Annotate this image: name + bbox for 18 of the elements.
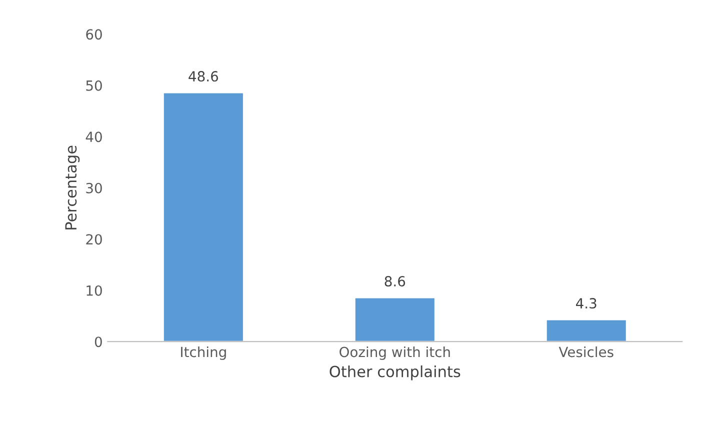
x-tick-label: Itching [181, 346, 226, 360]
y-tick-label: 20 [86, 234, 102, 245]
bar [354, 296, 436, 342]
data-label: 8.6 [384, 276, 406, 287]
y-tick-label: 10 [86, 285, 102, 296]
y-tick-label: 50 [86, 80, 102, 91]
y-tick-label: 60 [86, 29, 102, 40]
y-tick-label: 30 [86, 182, 102, 194]
data-label: 4.3 [576, 298, 596, 309]
x-axis-title: Other complaints [330, 365, 460, 380]
y-axis-title: Percentage [65, 146, 80, 230]
bar [545, 318, 628, 342]
y-tick-label: 40 [86, 132, 102, 142]
bar [162, 92, 244, 342]
x-tick-label: Oozing with itch [340, 346, 450, 360]
x-tick-label: Vesicles [558, 346, 614, 358]
data-label: 48.6 [188, 71, 218, 82]
y-tick-label: 0 [94, 336, 102, 348]
